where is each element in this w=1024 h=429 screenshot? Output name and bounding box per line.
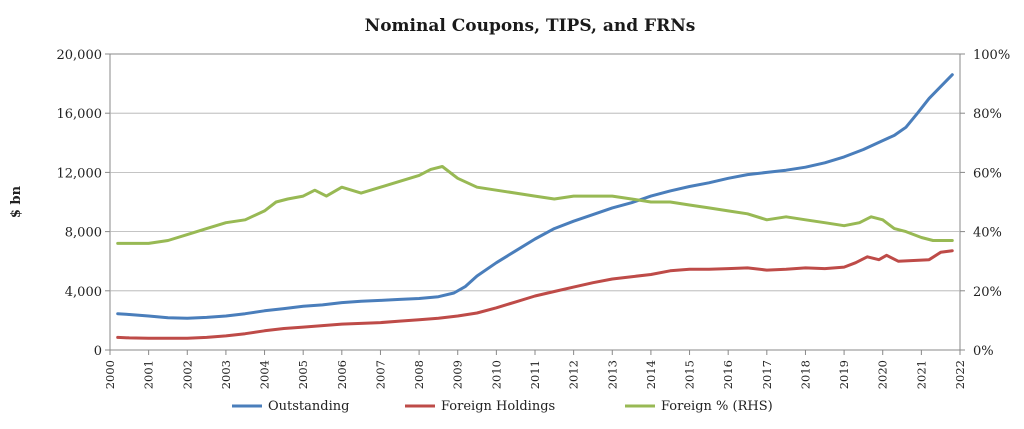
y-tick-label: 8,000: [65, 226, 102, 241]
x-tick-label: 2022: [953, 360, 967, 389]
x-tick-label: 2002: [180, 360, 194, 389]
x-tick-label: 2009: [451, 360, 465, 389]
legend-label-foreign-holdings: Foreign Holdings: [441, 399, 555, 414]
y2-tick-label: 0%: [973, 344, 994, 359]
y2-tick-label: 60%: [973, 166, 1002, 181]
legend-label-outstanding: Outstanding: [268, 399, 349, 414]
plot-area: 0 4,000 8,000 12,000 16,000 20,000 0% 20% 40% 60%…: [57, 48, 1011, 389]
legend-label-foreign-pct: Foreign % (RHS): [661, 399, 773, 414]
x-tick-label: 2013: [605, 360, 619, 389]
y-tick-label: 20,000: [57, 48, 103, 63]
x-tick-label: 2018: [798, 360, 812, 389]
x-tick-label: 2001: [142, 360, 156, 389]
y2-tick-label: 80%: [973, 107, 1002, 122]
y-axis-label: $ bn: [9, 185, 24, 218]
y-tick-label: 4,000: [65, 285, 102, 300]
y2-tick-label: 40%: [973, 226, 1002, 241]
x-tick-label: 2000: [103, 360, 117, 389]
x-tick-label: 2020: [876, 360, 890, 389]
plot-frame: [109, 53, 961, 351]
x-tick-label: 2015: [683, 360, 697, 389]
legend: Outstanding Foreign Holdings Foreign % (RH…: [232, 399, 773, 414]
series-line-foreign-holdings: [116, 249, 954, 340]
x-tick-label: 2011: [528, 360, 542, 389]
x-tick-label: 2008: [412, 360, 426, 389]
chart-title: Nominal Coupons, TIPS, and FRNs: [365, 16, 696, 36]
y-tick-label: 12,000: [57, 166, 103, 181]
y-tick-label: 0: [94, 344, 102, 359]
series-line-foreign-pct: [116, 165, 954, 245]
x-tick-label: 2010: [489, 360, 503, 389]
y2-tick-label: 20%: [973, 285, 1002, 300]
x-tick-label: 2005: [296, 360, 310, 389]
x-tick-label: 2017: [760, 360, 774, 389]
x-tick-label: 2007: [373, 360, 387, 389]
y-tick-label: 16,000: [57, 107, 103, 122]
x-tick-label: 2014: [644, 360, 658, 389]
y2-tick-label: 100%: [973, 48, 1010, 63]
x-tick-label: 2016: [721, 360, 735, 389]
x-tick-label: 2021: [914, 360, 928, 389]
x-tick-label: 2019: [837, 360, 851, 389]
x-tick-label: 2004: [258, 360, 272, 389]
x-tick-label: 2006: [335, 360, 349, 389]
series-line-outstanding: [116, 73, 954, 320]
x-tick-label: 2012: [567, 360, 581, 389]
x-tick-label: 2003: [219, 360, 233, 389]
